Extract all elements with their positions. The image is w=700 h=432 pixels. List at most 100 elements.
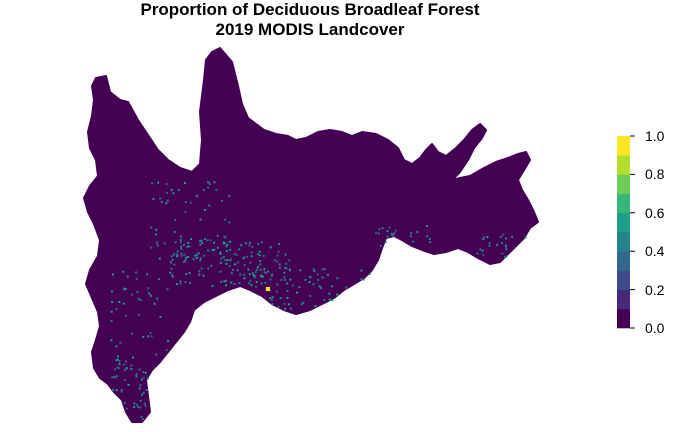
raster-cell [163, 242, 166, 245]
raster-cell [416, 231, 419, 233]
raster-cell [176, 254, 179, 257]
raster-cell [476, 252, 479, 255]
raster-cell [379, 244, 382, 247]
raster-cell [146, 273, 148, 276]
raster-cell [179, 235, 182, 238]
raster-cell [276, 283, 279, 286]
raster-cell [184, 181, 186, 184]
raster-cell [199, 243, 202, 246]
raster-cell [277, 250, 280, 253]
raster-cell [187, 242, 190, 244]
raster-cell [152, 197, 155, 200]
raster-cell [156, 244, 159, 247]
raster-cell [180, 252, 183, 255]
raster-cell [410, 232, 413, 235]
raster-cell [184, 201, 187, 203]
raster-cell [215, 188, 218, 191]
raster-cell [166, 192, 169, 194]
raster-cell [157, 181, 160, 184]
raster-cell [174, 241, 177, 244]
raster-cell [117, 355, 119, 358]
raster-cell [284, 307, 287, 310]
raster-cell [313, 269, 316, 272]
raster-cell [390, 232, 393, 235]
raster-cell [139, 406, 142, 409]
raster-cell [222, 241, 225, 244]
raster-cell [111, 301, 114, 304]
raster-cell [263, 271, 266, 274]
raster-cell [114, 376, 117, 379]
raster-cell [158, 278, 160, 281]
raster-cell [278, 266, 281, 269]
raster-cell [216, 246, 219, 249]
raster-cell [196, 256, 199, 259]
raster-cell [285, 262, 288, 265]
raster-cell [243, 277, 246, 280]
raster-cell [321, 276, 324, 279]
raster-cell [115, 389, 118, 392]
raster-cell [156, 297, 159, 300]
raster-cell [368, 273, 371, 275]
raster-cell [176, 283, 178, 286]
raster-cell [171, 274, 173, 277]
raster-cell [147, 287, 150, 290]
raster-cell-high [266, 287, 270, 291]
raster-cell [183, 260, 186, 263]
raster-cell [116, 366, 119, 369]
raster-cell [172, 192, 175, 195]
raster-cell [125, 287, 127, 290]
raster-cell [259, 268, 262, 271]
raster-cell [308, 281, 311, 283]
raster-cell [257, 253, 259, 256]
raster-cell [488, 242, 491, 245]
raster-cell [200, 267, 203, 270]
raster-cell [179, 239, 182, 241]
raster-cell [179, 280, 182, 283]
raster-cell [264, 272, 267, 274]
raster-cell [220, 257, 223, 260]
raster-cell [167, 339, 170, 342]
raster-cell [323, 268, 326, 271]
raster-cell [144, 405, 147, 408]
raster-cell [283, 266, 286, 269]
raster-cell [256, 268, 258, 271]
raster-cell [116, 374, 119, 377]
raster-cell [233, 253, 236, 256]
raster-cell [286, 290, 289, 293]
raster-cell [187, 256, 189, 259]
raster-cell [276, 254, 279, 257]
raster-cell [187, 245, 190, 248]
raster-cell [182, 244, 185, 246]
raster-cell [147, 377, 149, 380]
raster-cell [318, 285, 321, 288]
raster-cell [135, 278, 138, 281]
raster-cell [225, 262, 228, 265]
raster-cell [195, 254, 198, 256]
raster-cell [220, 280, 223, 283]
raster-cell [331, 299, 334, 302]
raster-cell [111, 376, 114, 379]
raster-cell [143, 402, 146, 405]
raster-cell [271, 303, 274, 306]
raster-cell [165, 349, 168, 352]
raster-cell [135, 373, 138, 376]
raster-cell [223, 280, 226, 283]
raster-cell [229, 259, 232, 262]
raster-cell [285, 267, 288, 270]
raster-cell [429, 241, 432, 244]
raster-cell [224, 242, 226, 245]
raster-cell [360, 278, 363, 281]
raster-cell [115, 345, 118, 348]
raster-cell [118, 363, 121, 366]
raster-cell [253, 276, 256, 279]
raster-cell [149, 332, 152, 335]
raster-cell [250, 255, 253, 258]
raster-cell [426, 235, 429, 238]
raster-cell [133, 402, 136, 405]
raster-cell [284, 253, 287, 256]
raster-cell [247, 268, 250, 271]
raster-cell [428, 237, 431, 240]
raster-cell [269, 278, 272, 281]
raster-cell [235, 253, 238, 256]
raster-cell [166, 199, 169, 202]
